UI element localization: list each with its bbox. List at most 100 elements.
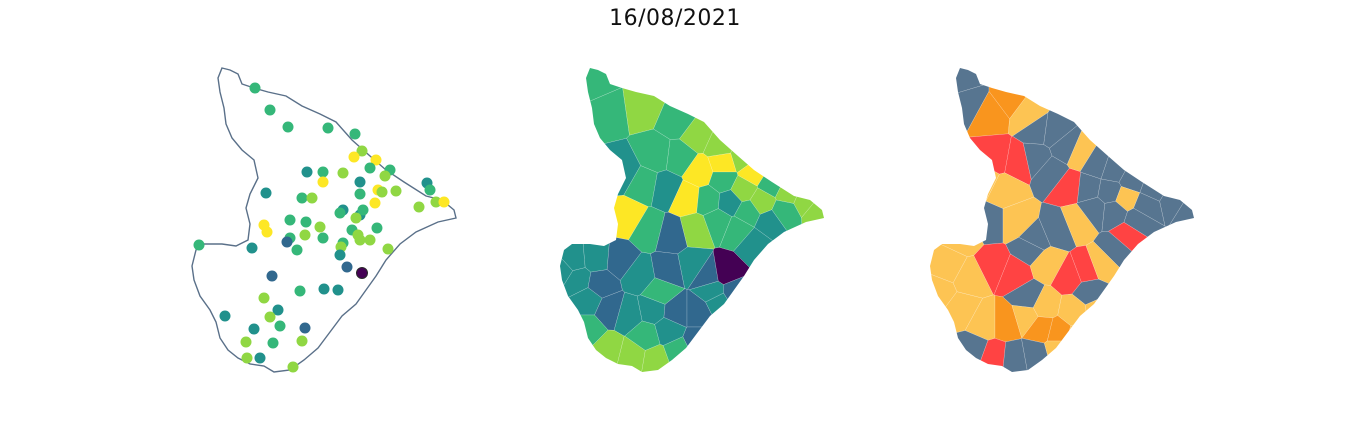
municipality-choropleth-map [548,60,848,380]
municipality-region [1139,68,1194,202]
municipality-region [774,68,824,204]
station-point [354,176,366,188]
station-point [334,249,346,261]
station-point [356,145,368,157]
municipality-region [757,92,824,198]
station-points-map-svg [191,67,457,373]
station-point [438,196,450,208]
station-point [317,176,329,188]
municipality-region [1133,192,1166,227]
municipality-region [1002,278,1045,308]
station-point [379,170,391,182]
station-point [356,267,368,279]
municipality-region [702,208,733,249]
station-point [240,336,252,348]
municipality-region [1005,237,1045,267]
municipality-region [626,128,671,173]
municipality-region [930,330,989,372]
station-point [249,82,261,94]
station-point [413,201,425,213]
municipality-region [639,277,686,305]
station-point [371,222,383,234]
municipality-region [946,133,1012,175]
station-point [357,204,369,216]
municipality-region [730,68,824,174]
municipality-region [705,292,758,348]
municipality-region [1069,245,1099,283]
figure-title: 16/08/2021 [609,6,741,31]
station-point [291,244,303,256]
municipality-region [793,81,824,219]
station-point [300,216,312,228]
station-point [369,197,381,209]
station-point [352,229,364,241]
station-point [350,212,362,224]
municipality-region [1085,288,1194,372]
municipality-region [1118,68,1189,193]
municipality-region [964,294,996,341]
station-point [424,184,436,196]
municipality-region [702,68,784,157]
station-points-map [180,60,480,380]
station-point [317,232,329,244]
municipality-region [688,280,724,303]
station-point [354,188,366,200]
municipality-region [628,206,666,254]
station-point [193,239,205,251]
station-point [430,196,442,208]
station-point [254,352,266,364]
station-point [281,236,293,248]
municipality-classification-map-svg [930,68,1194,372]
station-point [314,221,326,233]
station-point [287,361,299,373]
station-point [334,207,346,219]
station-point [264,311,276,323]
municipality-region [682,326,805,372]
station-point [364,162,376,174]
station-point [335,241,347,253]
station-point [341,261,353,273]
municipality-region [801,161,824,326]
station-point [364,234,376,246]
station-point [301,166,313,178]
station-point [322,122,334,134]
municipality-region [651,169,684,213]
station-point [332,284,344,296]
station-point [299,229,311,241]
station-point [241,352,253,364]
station-point [258,292,270,304]
station-point [294,285,306,297]
municipality-region [654,317,687,346]
municipality-region [580,212,611,273]
station-point [296,192,308,204]
station-point [246,242,258,254]
municipality-region [1029,246,1070,286]
municipality-region [662,336,705,372]
station-point [272,304,284,316]
municipality-region [624,320,661,351]
station-point [390,185,402,197]
station-point [318,283,330,295]
municipality-region [1043,68,1135,149]
station-point [337,167,349,179]
station-point [274,320,286,332]
station-point [376,186,388,198]
station-point [296,335,308,347]
station-point [370,154,382,166]
station-point [282,121,294,133]
municipality-choropleth-map-svg [560,68,824,372]
municipality-region [1065,323,1168,372]
municipality-region [1100,68,1188,183]
municipality-region [1044,340,1091,372]
municipality-region [667,179,700,218]
station-point [267,337,279,349]
municipality-region [1166,146,1194,329]
station-point [284,214,296,226]
station-point [382,243,394,255]
station-point [349,128,361,140]
municipality-region [560,187,586,271]
station-point [299,322,311,334]
state-outline [191,67,457,373]
station-point [261,226,273,238]
station-point [248,323,260,335]
